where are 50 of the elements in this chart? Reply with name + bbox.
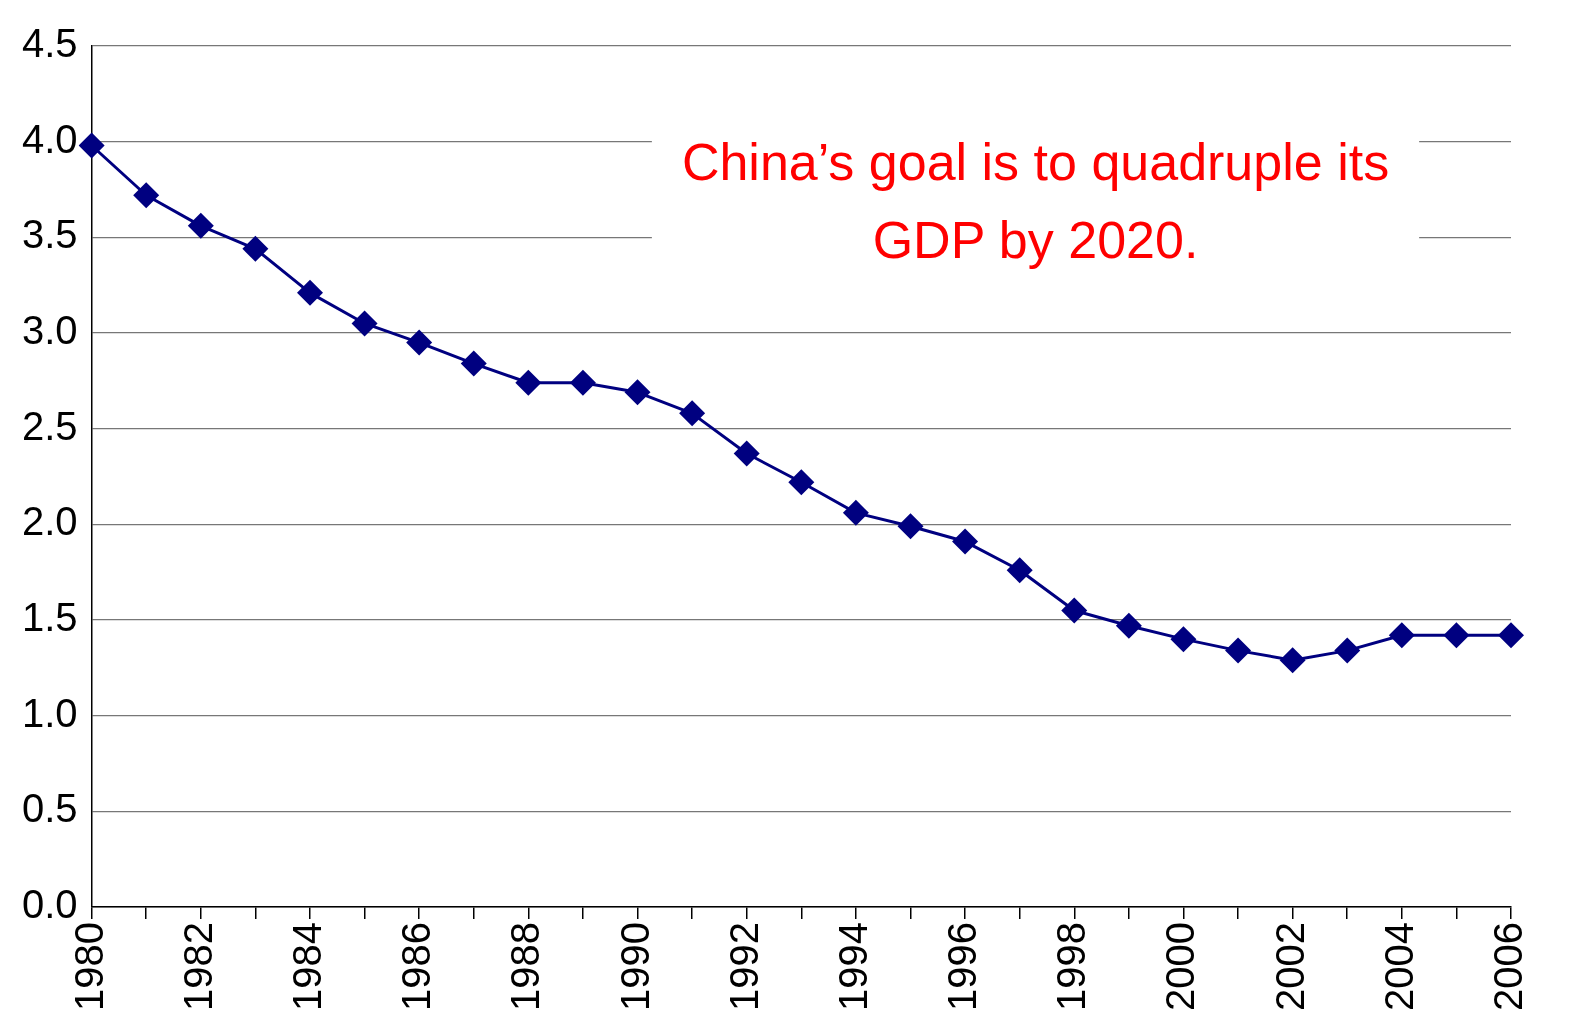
point [187,212,214,239]
y-tick-label: 2.0 [22,499,78,544]
x-tick-label: 2006 [1486,922,1531,1011]
point [242,235,269,262]
y-tick-label: 4.0 [22,116,78,161]
x-tick-label: 2000 [1158,922,1203,1011]
y-tick-label: 0.5 [22,786,78,831]
x-tick-label: 1990 [612,922,657,1011]
point [842,499,869,526]
point [1334,637,1361,664]
point [733,440,760,467]
point [78,132,105,159]
x-tick-label: 1988 [503,922,548,1011]
x-tick-label: 1984 [285,922,330,1011]
point [624,379,651,406]
x-tick-label: 1982 [175,922,220,1011]
annotation: China’s goal is to quadruple its GDP by 2020. [681,133,1390,270]
x-tick-label: 1996 [940,922,985,1011]
point [897,513,924,540]
x-tick-label: 1986 [394,922,439,1011]
point [952,528,979,555]
point [679,400,706,427]
y-tick-label: 1.0 [22,690,78,735]
y-tick-label: 2.5 [22,403,78,448]
x-tick-label: 1992 [721,922,766,1011]
y-tick-label: 4.5 [22,21,78,66]
point [788,469,815,496]
point [1388,622,1415,649]
point [1498,622,1524,649]
x-tick-label: 1998 [1049,922,1094,1011]
x-tick-label: 2002 [1267,922,1312,1011]
point [515,369,542,396]
point [296,279,323,306]
point [1115,612,1142,639]
point [1443,622,1470,649]
y-tick-label: 3.0 [22,308,78,353]
point [1279,647,1306,674]
point [1225,637,1252,664]
point [460,350,487,377]
x-tick-label: 2004 [1376,922,1421,1011]
point [406,329,433,356]
point [1061,597,1088,624]
point [569,369,596,396]
point [1006,557,1033,584]
y-tick-label: 3.5 [22,212,78,257]
y-tick-label: 1.5 [22,595,78,640]
point [1170,626,1197,653]
x-tick-label: 1994 [830,922,875,1011]
point [351,310,378,337]
point [133,182,160,209]
